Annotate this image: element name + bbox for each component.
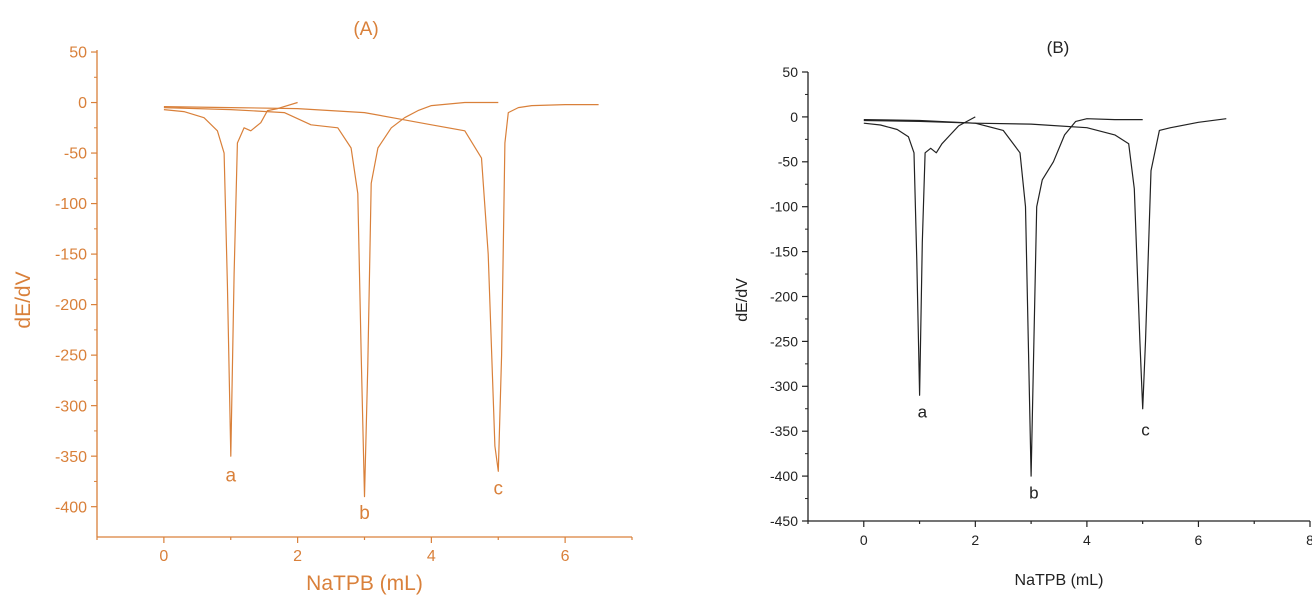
panel-a-x-tick-label: 2 [293,548,302,565]
panel-a-curve-label-a: a [225,465,236,486]
panel-b-curve-b [863,118,1143,477]
panel-a-y-ticks: 50 0 -50 -100 -150 -200 -250 -300 -350 -400 [55,45,97,516]
panel-a-curves: a b c [163,101,599,524]
panel-a-y-tick-label: -50 [64,146,87,163]
panel-a-y-tick-label: -350 [55,449,87,466]
panel-b-y-tick-label: 0 [790,109,798,125]
panel-b-x-tick-label: 0 [860,532,868,548]
panel-a-y-tick-label: -200 [55,297,87,314]
panel-b-y-ticks: 50 0 -50 -100 -150 -200 -250 -300 -350 -400 -450 [770,64,808,529]
panel-b-y-tick-label: 50 [782,64,798,80]
panel-a-curve-b [163,101,499,498]
panel-a-x-tick-label: 6 [561,548,570,565]
panel-b-x-tick-label: 6 [1195,532,1203,548]
panel-b-curve-c [863,118,1227,410]
panel-a-y-tick-label: -400 [55,499,87,516]
panel-a-x-ticks: 0 2 4 6 [96,537,633,565]
panel-a-y-tick-label: -250 [55,348,87,365]
panel-b-curve-label-b: b [1029,484,1038,503]
panel-a-curve-a [163,101,298,457]
panel-b-y-tick-label: -350 [770,423,798,439]
panel-a: (A) 50 0 -50 -100 -150 -200 -250 -300 -350 -400 0… [12,19,633,595]
panel-b-y-axis-label: dE/dV [734,278,751,322]
panel-a-curve-label-b: b [359,503,370,524]
panel-a-label: (A) [353,19,378,40]
panel-b: (B) 50 0 -50 -100 -150 -200 -250 -300 -350 -400 -4… [734,38,1312,589]
panel-b-y-tick-label: -150 [770,244,798,260]
panel-b-y-tick-label: -50 [778,154,798,170]
panel-a-y-tick-label: 50 [69,45,87,62]
panel-b-y-tick-label: -450 [770,513,798,529]
panel-a-y-tick-label: -150 [55,247,87,264]
panel-b-y-tick-label: -300 [770,378,798,394]
panel-a-y-tick-label: -300 [55,398,87,415]
panel-b-x-tick-label: 8 [1306,532,1312,548]
panel-a-x-tick-label: 4 [427,548,436,565]
panel-b-y-tick-label: -100 [770,199,798,215]
panel-b-y-tick-label: -250 [770,333,798,349]
panel-a-y-tick-label: -100 [55,196,87,213]
panel-a-x-axis-label: NaTPB (mL) [306,572,423,595]
panel-b-x-tick-label: 2 [971,532,979,548]
panel-a-x-tick-label: 0 [159,548,168,565]
panel-b-x-axis-label: NaTPB (mL) [1015,572,1104,589]
panel-b-curve-label-a: a [918,403,928,422]
panel-b-label: (B) [1047,38,1070,57]
panel-b-x-tick-label: 4 [1083,532,1091,548]
panel-a-curve-label-c: c [494,479,504,500]
panel-b-curve-label-c: c [1141,421,1150,440]
panel-b-curves: a b c [863,116,1227,503]
panel-b-y-tick-label: -400 [770,468,798,484]
panel-a-y-axis-label: dE/dV [12,271,35,328]
panel-a-curve-c [163,103,599,472]
panel-b-x-ticks: 0 2 4 6 8 [807,521,1312,548]
panel-b-y-tick-label: -200 [770,288,798,304]
panel-b-curve-a [863,116,976,396]
panel-a-y-tick-label: 0 [78,95,87,112]
